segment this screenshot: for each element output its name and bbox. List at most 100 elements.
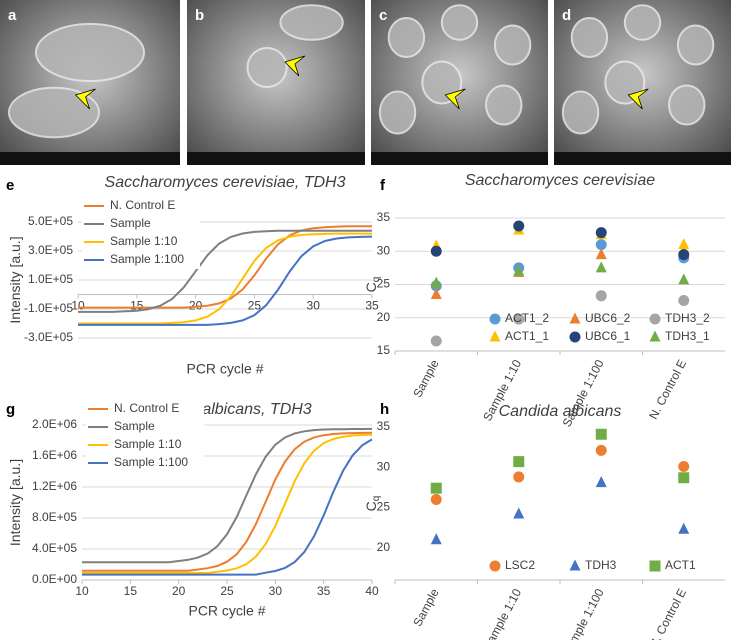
legend-swatch	[649, 313, 661, 325]
marker	[595, 239, 607, 251]
y-label-main: C	[363, 282, 379, 292]
legend-label: LSC2	[505, 558, 535, 572]
panel-label: a	[8, 7, 17, 24]
info-bar	[371, 152, 548, 165]
marker	[513, 220, 525, 232]
cell	[570, 17, 609, 58]
cell	[378, 90, 417, 135]
y-axis-label: Intensity [a.u.]	[7, 236, 23, 323]
marker	[430, 335, 442, 347]
cell	[676, 24, 715, 66]
x-tick-label: Sample 1:100	[560, 586, 607, 640]
line-series	[82, 427, 373, 564]
x-axis-label: PCR cycle #	[186, 361, 263, 377]
cell	[387, 17, 426, 58]
line-series	[78, 229, 372, 313]
x-tick-label: N. Control E	[646, 586, 689, 640]
legend-label: ACT1	[665, 558, 696, 572]
line-series	[82, 433, 373, 574]
cell	[8, 86, 100, 139]
micrograph: c	[371, 0, 548, 165]
cell	[485, 84, 523, 126]
legend-label: Sample	[114, 419, 155, 433]
micrograph: b	[187, 0, 365, 165]
marker	[513, 471, 525, 483]
legend-label: N. Control E	[114, 401, 179, 415]
chart-title: Candida albicans	[499, 403, 622, 420]
cell	[35, 23, 145, 82]
line-series	[82, 431, 373, 572]
line-series	[82, 438, 373, 576]
y-tick-label: 8.0E+05	[32, 510, 77, 524]
y-tick-label: 35	[377, 419, 391, 433]
marker	[513, 507, 525, 519]
y-tick-label: 20	[377, 540, 391, 554]
marker	[678, 294, 690, 306]
y-tick-label: 1.6E+06	[32, 448, 77, 462]
panel-label: e	[6, 177, 14, 194]
cell	[440, 4, 479, 41]
legend-label: TDH3_1	[665, 329, 710, 343]
chart-title: Saccharomyces cerevisiae, TDH3	[105, 174, 346, 191]
y-axis-label: Intensity [a.u.]	[7, 459, 23, 546]
line-series	[78, 225, 372, 309]
legend-swatch	[489, 313, 501, 325]
legend-box	[82, 197, 200, 269]
marker	[595, 227, 607, 239]
x-tick-label: Sample	[410, 357, 442, 400]
marker	[430, 482, 442, 494]
y-label-main: Intensity [a.u.]	[7, 459, 23, 546]
y-tick-label: 20	[377, 310, 391, 324]
panel-label: h	[380, 401, 389, 418]
marker	[595, 428, 607, 440]
marker	[595, 248, 607, 260]
panel-label: d	[562, 7, 571, 24]
y-tick-label: 3.0E+05	[28, 243, 73, 257]
y-tick-label: 15	[377, 343, 391, 357]
marker	[430, 287, 442, 299]
arrowhead	[74, 88, 96, 110]
micrograph: a	[0, 0, 180, 165]
legend-swatch	[649, 560, 661, 572]
x-tick-label: Sample	[410, 586, 442, 629]
x-tick-label: 25	[220, 584, 234, 598]
arrowhead	[284, 55, 306, 77]
marker	[430, 493, 442, 505]
y-label-subscript: q	[371, 277, 382, 283]
marker	[595, 444, 607, 456]
micrograph: d	[554, 0, 731, 165]
marker	[678, 249, 690, 261]
x-tick-label: 30	[269, 584, 283, 598]
marker	[678, 522, 690, 534]
marker	[430, 276, 442, 288]
y-tick-label: -3.0E+05	[24, 330, 73, 344]
legend-label: TDH3_2	[665, 311, 710, 325]
legend-swatch	[489, 330, 501, 342]
x-tick-label: 20	[189, 299, 203, 313]
marker	[595, 261, 607, 273]
y-tick-label: 30	[377, 243, 391, 257]
marker	[513, 264, 525, 276]
y-tick-label: 25	[377, 277, 391, 291]
legend-label: Sample 1:10	[110, 234, 178, 248]
marker	[513, 456, 525, 468]
chart-title: Saccharomyces cerevisiae	[465, 172, 655, 189]
legend-swatch	[489, 560, 501, 572]
x-tick-label: 40	[365, 584, 379, 598]
marker	[595, 290, 607, 302]
x-tick-label: N. Control E	[646, 357, 689, 421]
legend-label: Sample 1:100	[110, 252, 184, 266]
line-series	[78, 235, 373, 326]
y-label-main: C	[363, 501, 379, 511]
x-tick-label: 10	[75, 584, 89, 598]
y-axis-label: Cq	[363, 496, 382, 512]
x-tick-label: 35	[365, 299, 379, 313]
y-tick-label: 0.0E+00	[32, 572, 77, 586]
marker	[513, 313, 525, 325]
legend-label: Sample 1:100	[114, 455, 188, 469]
info-bar	[0, 152, 180, 165]
x-tick-label: 30	[307, 299, 321, 313]
y-tick-label: 1.0E+05	[28, 272, 73, 286]
y-tick-label: 1.2E+06	[32, 479, 77, 493]
